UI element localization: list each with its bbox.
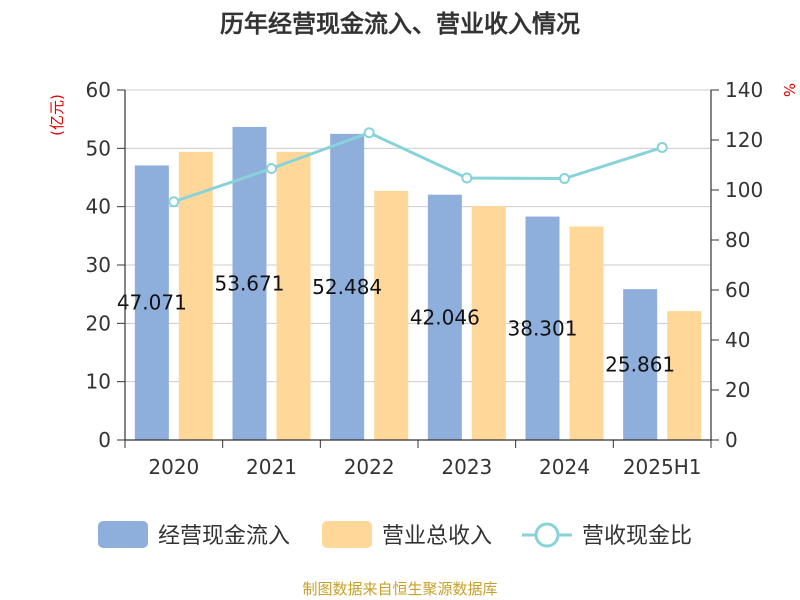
y-right-tick-label: 80	[725, 228, 750, 252]
ratio-point	[656, 142, 668, 153]
y-right-tick-label: 100	[725, 178, 763, 202]
ratio-point	[168, 196, 180, 208]
data-label-cash-inflow: 38.301	[508, 316, 578, 340]
bar-revenue	[471, 206, 506, 440]
source-note: 制图数据来自恒生聚源数据库	[302, 580, 497, 598]
ratio-point	[363, 127, 375, 139]
legend-label-ratio: 营收现金比	[582, 524, 692, 549]
bar-revenue	[667, 311, 702, 440]
bar-revenue	[569, 226, 604, 440]
y-right-tick-label: 140	[725, 78, 763, 102]
y-right-tick-label: 20	[725, 378, 750, 402]
data-label-cash-inflow: 52.484	[312, 275, 382, 299]
x-tick-label: 2022	[344, 455, 395, 479]
y-left-tick-label: 30	[86, 253, 111, 277]
bar-revenue	[276, 151, 311, 441]
bar-cash-inflow	[330, 133, 365, 440]
y-left-tick-label: 40	[86, 195, 111, 219]
data-labels: 47.071 53.671 52.484 42.046 38.301 25.861	[117, 271, 675, 376]
y-right-tick-label: 40	[725, 328, 750, 352]
y-axis-right-label: %	[780, 83, 798, 97]
ratio-point	[461, 172, 473, 184]
legend: 经营现金流入 营业总收入 营收现金比	[98, 521, 692, 549]
bar-cash-inflow	[427, 194, 462, 440]
data-label-cash-inflow: 42.046	[410, 305, 480, 329]
bars	[134, 126, 702, 441]
bar-cash-inflow	[623, 289, 658, 440]
bar-revenue	[178, 151, 213, 441]
y-left-tick-label: 50	[86, 136, 111, 160]
x-tick-label: 2020	[148, 455, 199, 479]
x-tick-label: 2024	[539, 455, 590, 479]
legend-swatch-revenue	[322, 521, 372, 548]
x-tick-label: 2023	[441, 455, 492, 479]
axes: 0 10 20 30 40 50 60 0 20 40 60 80 100 120 140 2020 2021 2…	[86, 78, 764, 479]
ratio-line	[173, 131, 663, 204]
data-label-cash-inflow: 25.861	[605, 353, 675, 377]
legend-swatch-ratio-marker	[534, 522, 560, 548]
x-tick-label: 2025H1	[623, 455, 702, 479]
legend-label-revenue: 营业总收入	[382, 524, 492, 549]
bar-revenue	[374, 190, 409, 440]
y-left-tick-label: 10	[86, 370, 111, 394]
y-right-tick-label: 60	[725, 278, 750, 302]
y-right-tick-label: 0	[725, 428, 738, 452]
bar-cash-inflow	[134, 165, 169, 441]
legend-swatch-cash-inflow	[98, 521, 148, 548]
bar-cash-inflow	[525, 216, 560, 440]
ratio-point	[266, 163, 277, 174]
grid	[125, 89, 711, 383]
y-right-tick-label: 120	[725, 128, 763, 152]
line-series	[168, 127, 668, 208]
data-label-cash-inflow: 47.071	[117, 291, 187, 315]
legend-label-cash-inflow: 经营现金流入	[158, 524, 290, 549]
y-left-tick-label: 20	[86, 311, 111, 335]
x-tick-label: 2021	[246, 455, 297, 479]
chart-title: 历年经营现金流入、营业收入情况	[220, 10, 580, 38]
y-left-tick-label: 60	[86, 78, 111, 102]
ratio-point	[559, 173, 570, 184]
y-axis-left-label: (亿元)	[48, 94, 66, 136]
y-left-tick-label: 0	[98, 428, 111, 452]
data-label-cash-inflow: 53.671	[215, 271, 285, 295]
